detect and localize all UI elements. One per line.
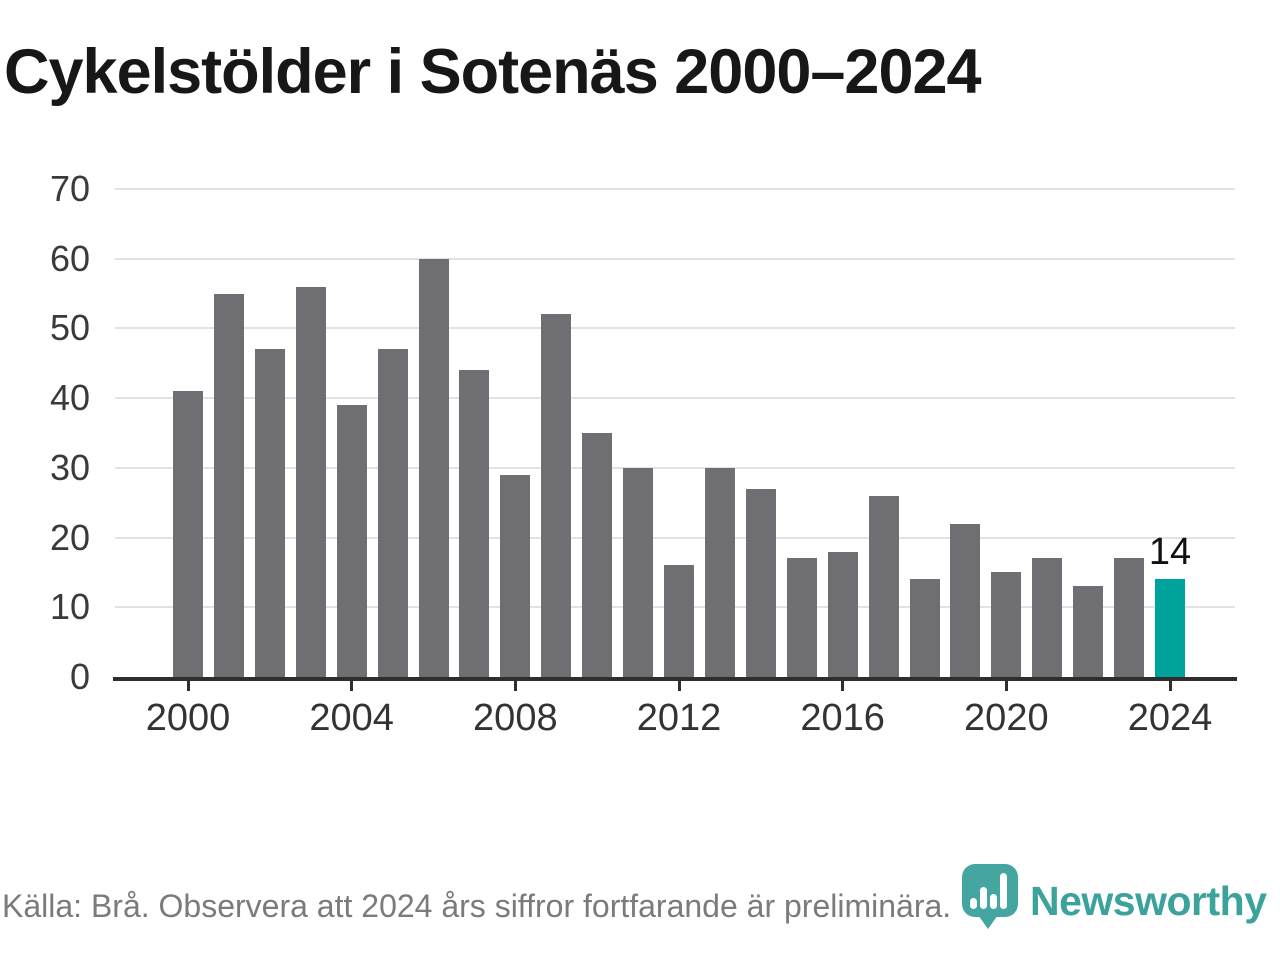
chart-title: Cykelstölder i Sotenäs 2000–2024 <box>4 37 982 107</box>
bar-2001 <box>213 293 244 677</box>
gridline-y-30 <box>115 466 1235 469</box>
x-axis-tick-label: 2016 <box>800 697 885 739</box>
newsworthy-logo-icon <box>962 862 1018 930</box>
y-axis-tick-label: 0 <box>69 656 90 697</box>
bar-2019 <box>950 523 981 677</box>
bar-2014 <box>745 488 776 677</box>
x-axis-tick-2004 <box>350 677 354 691</box>
highlight-value-label: 14 <box>1148 531 1192 574</box>
newsworthy-logo: Newsworthy <box>962 862 1267 930</box>
y-axis-tick-label: 30 <box>49 446 90 488</box>
bar-2006 <box>418 258 449 677</box>
x-axis-tick-2012 <box>677 677 681 691</box>
y-axis-tick-label: 20 <box>49 516 90 558</box>
newsworthy-wordmark: Newsworthy <box>1030 878 1267 924</box>
x-axis-tick-2000 <box>186 677 190 691</box>
bar-2015 <box>786 558 817 677</box>
x-axis-tick-2008 <box>513 677 517 691</box>
bar-2017 <box>868 495 899 677</box>
bar-2022 <box>1073 586 1104 677</box>
x-axis-tick-label: 2000 <box>145 697 231 739</box>
bar-2005 <box>377 349 408 677</box>
x-axis-tick-label: 2008 <box>473 697 558 739</box>
x-axis-tick-label: 2020 <box>964 697 1049 739</box>
gridline-y-40 <box>115 397 1235 400</box>
bar-2013 <box>704 467 735 677</box>
bar-2003 <box>295 286 326 677</box>
x-axis-line <box>113 677 1237 681</box>
bar-2008 <box>500 474 531 677</box>
gridline-y-70 <box>115 188 1235 190</box>
bar-2018 <box>909 579 940 677</box>
bar-2016 <box>827 551 858 677</box>
logo-bar <box>990 894 997 909</box>
bar-2007 <box>459 370 490 677</box>
gridline-y-50 <box>115 327 1235 330</box>
y-axis-tick-label: 40 <box>49 377 90 419</box>
logo-bar <box>970 898 977 909</box>
bar-2000 <box>173 391 203 677</box>
x-axis-tick-2016 <box>841 677 845 691</box>
logo-bar <box>980 887 987 909</box>
bar-2011 <box>623 467 654 677</box>
bar-2020 <box>991 572 1022 677</box>
bar-2010 <box>582 433 613 677</box>
bar-2012 <box>664 565 694 677</box>
y-axis-tick-label: 60 <box>49 237 90 279</box>
gridline-y-60 <box>115 257 1235 260</box>
gridline-y-20 <box>115 536 1235 539</box>
bar-2004 <box>336 405 367 677</box>
logo-bar <box>1000 873 1007 909</box>
bar-2021 <box>1032 558 1063 677</box>
source-note: Källa: Brå. Observera att 2024 års siffr… <box>2 888 952 924</box>
bar-2024 <box>1155 579 1185 677</box>
y-axis-tick-label: 50 <box>49 307 90 349</box>
x-axis-tick-2024 <box>1168 677 1172 691</box>
logo-pin-tail <box>978 915 998 929</box>
y-axis-tick-label: 10 <box>49 586 90 628</box>
x-axis-tick-2020 <box>1004 677 1008 691</box>
x-axis-tick-label: 2024 <box>1127 697 1213 739</box>
bar-2002 <box>254 349 285 677</box>
x-axis-tick-label: 2012 <box>636 697 722 739</box>
logo-bar-chart-glyph <box>970 864 1010 909</box>
bar-2009 <box>541 314 572 677</box>
x-axis-tick-label: 2004 <box>309 697 394 739</box>
y-axis-tick-label: 70 <box>49 168 90 209</box>
bar-2023 <box>1114 558 1145 677</box>
